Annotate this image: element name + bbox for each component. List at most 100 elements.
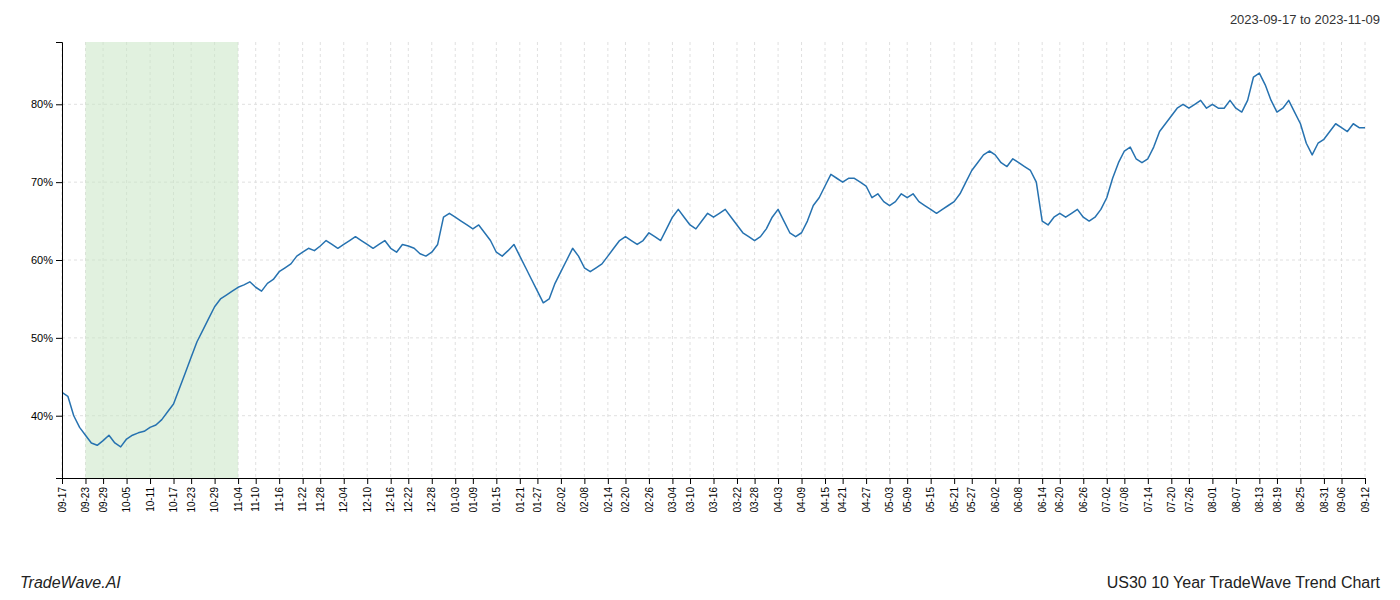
tick-mark — [802, 478, 803, 484]
tick-label: 05-15 — [925, 487, 936, 513]
grid-line — [1276, 42, 1277, 478]
grid-line — [825, 42, 826, 478]
grid-line — [431, 42, 432, 478]
grid-line — [801, 42, 802, 478]
tick: 07-14 — [1143, 478, 1154, 513]
grid-line — [1300, 42, 1301, 478]
tick-mark — [103, 478, 104, 484]
tick-mark — [56, 260, 62, 261]
tick-label: 10-17 — [168, 487, 179, 513]
grid-line — [367, 42, 368, 478]
tick: 05-03 — [884, 478, 895, 513]
grid-line — [889, 42, 890, 478]
grid-line — [279, 42, 280, 478]
tick: 11-04 — [233, 478, 244, 512]
tick-mark — [537, 478, 538, 484]
x-axis: 09-1709-2309-2910-0510-1110-1710-2310-29… — [57, 478, 1371, 513]
tick-label: 09-23 — [80, 487, 91, 513]
tick-label: 12-28 — [426, 487, 437, 513]
tick-label: 05-03 — [884, 487, 895, 513]
grid-line — [1106, 42, 1107, 478]
tick-mark — [174, 478, 175, 484]
tick-mark — [1148, 478, 1149, 484]
tick-mark — [755, 478, 756, 484]
tick: 11-10 — [250, 478, 261, 512]
tick: 01-03 — [450, 478, 461, 513]
tick: 07-26 — [1184, 478, 1195, 513]
tick: 40% — [31, 410, 62, 422]
tick-label: 04-21 — [837, 487, 848, 513]
tick: 02-14 — [603, 478, 614, 513]
tick-label: 09-06 — [1336, 487, 1347, 513]
tick-mark — [954, 478, 955, 484]
tick-label: 09-12 — [1360, 487, 1371, 513]
tick: 02-20 — [620, 478, 631, 513]
annotation: TradeWave.AI — [20, 574, 121, 591]
tick: 02-26 — [644, 478, 655, 513]
tick-mark — [432, 478, 433, 484]
grid-line — [408, 42, 409, 478]
tick-label: 60% — [31, 254, 53, 266]
tick-label: 06-02 — [990, 487, 1001, 513]
tick-mark — [1324, 478, 1325, 484]
tick-mark — [1171, 478, 1172, 484]
tick-label: 10-23 — [186, 487, 197, 513]
tick-mark — [1189, 478, 1190, 484]
grid-line — [343, 42, 344, 478]
grid-line — [1124, 42, 1125, 478]
tick-label: 05-27 — [966, 487, 977, 513]
tick-mark — [85, 478, 86, 484]
grid-line — [1323, 42, 1324, 478]
tick-label: 04-09 — [796, 487, 807, 513]
tick-label: 02-26 — [644, 487, 655, 513]
tick: 03-22 — [732, 478, 743, 513]
tick: 08-07 — [1231, 478, 1242, 513]
tick: 12-10 — [362, 478, 373, 513]
tick: 07-20 — [1166, 478, 1177, 513]
tick-mark — [455, 478, 456, 484]
tick: 06-14 — [1037, 478, 1048, 513]
tick-label: 40% — [31, 410, 53, 422]
grid-line — [954, 42, 955, 478]
tick-label: 02-14 — [603, 487, 614, 513]
tick-label: 01-09 — [468, 487, 479, 513]
tick-label: 12-22 — [403, 487, 414, 513]
tick-label: 07-08 — [1119, 487, 1130, 513]
grid-line — [736, 42, 737, 478]
tick: 02-02 — [556, 478, 567, 513]
tick-label: 11-22 — [297, 487, 308, 512]
tick-label: 03-10 — [685, 487, 696, 513]
tick-label: 07-14 — [1143, 487, 1154, 513]
tick-label: 11-28 — [315, 487, 326, 512]
shaded-range — [85, 42, 238, 478]
tick-mark — [1107, 478, 1108, 484]
tick: 80% — [31, 98, 62, 110]
tick-label: 03-04 — [667, 487, 678, 513]
tick-label: 04-15 — [820, 487, 831, 513]
grid-line — [778, 42, 779, 478]
tick-mark — [473, 478, 474, 484]
grid-line — [1212, 42, 1213, 478]
tick: 08-19 — [1272, 478, 1283, 513]
tick-mark — [907, 478, 908, 484]
tick-label: 01-15 — [491, 487, 502, 513]
grid-line — [1018, 42, 1019, 478]
tick-mark — [1083, 478, 1084, 484]
tick: 01-09 — [468, 478, 479, 513]
tick-mark — [1060, 478, 1061, 484]
plot-area: 09-1709-2309-2910-0510-1110-1710-2310-29… — [31, 42, 1371, 513]
tick-label: 04-27 — [861, 487, 872, 513]
tick-label: 12-10 — [362, 487, 373, 513]
tick: 05-15 — [925, 478, 936, 513]
tick-label: 08-07 — [1231, 487, 1242, 513]
tick: 11-16 — [274, 478, 285, 512]
tick-mark — [1259, 478, 1260, 484]
grid-line — [519, 42, 520, 478]
tick-label: 05-09 — [902, 487, 913, 513]
grid-line — [754, 42, 755, 478]
tick-label: 04-03 — [773, 487, 784, 513]
tick-mark — [238, 478, 239, 484]
tick: 11-28 — [315, 478, 326, 512]
tick: 08-13 — [1254, 478, 1265, 513]
grid-line — [584, 42, 585, 478]
